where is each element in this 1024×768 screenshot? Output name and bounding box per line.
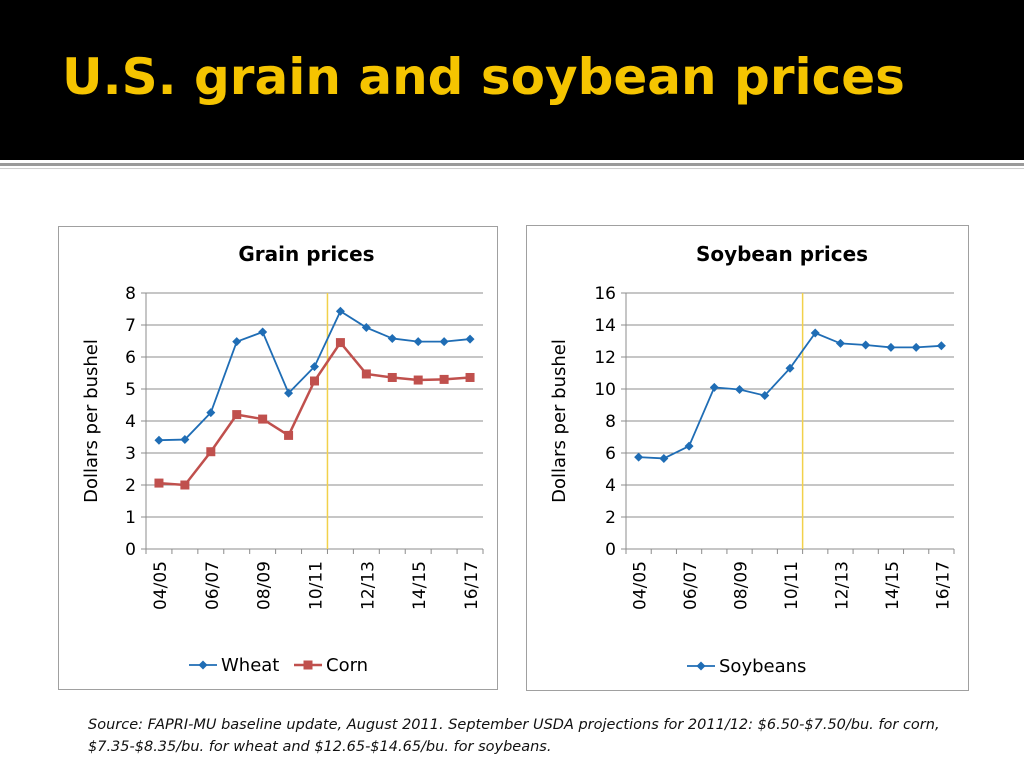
series-line-soybeans [638, 331, 942, 460]
legend-entry-soybeans: Soybeans [687, 656, 806, 677]
data-point-corn [284, 430, 294, 440]
data-point-wheat [206, 408, 216, 418]
data-point-soybeans [886, 342, 896, 352]
data-point-soybeans [735, 384, 745, 394]
data-point-corn [180, 480, 190, 490]
legend-entry-wheat: Wheat [189, 655, 279, 676]
data-point-soybeans [936, 341, 946, 351]
legend-marker [198, 660, 208, 670]
y-tick-label: 6 [605, 444, 616, 464]
data-point-corn [206, 447, 216, 457]
x-tick-label: 16/17 [462, 561, 482, 610]
data-point-soybeans [911, 342, 921, 352]
y-tick-label: 2 [125, 476, 136, 496]
divider-rule [0, 163, 1024, 166]
data-point-corn [439, 374, 449, 384]
x-tick-label: 04/05 [631, 561, 651, 610]
y-tick-label: 8 [605, 412, 616, 432]
data-point-wheat [335, 306, 345, 316]
legend-label: Wheat [221, 655, 279, 676]
y-tick-label: 4 [125, 412, 136, 432]
chart-title: Soybean prices [696, 242, 868, 266]
x-tick-label: 12/13 [832, 561, 852, 610]
data-point-soybeans [785, 363, 795, 373]
x-tick-label: 14/15 [410, 561, 430, 610]
y-tick-label: 5 [125, 380, 136, 400]
chart-title: Grain prices [238, 242, 374, 266]
data-point-soybeans [810, 328, 820, 338]
x-tick-label: 10/11 [782, 561, 802, 610]
legend-entry-corn: Corn [294, 655, 368, 676]
data-point-corn [465, 372, 475, 382]
x-tick-label: 06/07 [681, 561, 701, 610]
x-tick-label: 12/13 [358, 561, 378, 610]
legend-label: Soybeans [719, 656, 806, 677]
y-tick-label: 4 [605, 476, 616, 496]
data-point-corn [154, 478, 164, 488]
data-point-corn [335, 338, 345, 348]
data-point-wheat [387, 333, 397, 343]
data-point-wheat [154, 435, 164, 445]
data-point-soybeans [659, 453, 669, 463]
y-tick-label: 16 [594, 284, 616, 304]
y-axis-label: Dollars per bushel [549, 339, 570, 503]
data-point-soybeans [760, 391, 770, 401]
data-point-wheat [258, 327, 268, 337]
data-point-corn [310, 376, 319, 386]
soybean-prices-chart: Soybean prices 0 2 4 6 8 10 12 14 16 04/05 06/07 08/… [526, 225, 969, 691]
legend-label: Corn [326, 655, 368, 676]
chart-svg: Soybean prices 0 2 4 6 8 10 12 14 16 04/05 06/07 08/… [549, 242, 955, 677]
legend-marker [303, 660, 313, 670]
divider-rule-thin [0, 168, 1024, 169]
y-axis-label: Dollars per bushel [81, 339, 102, 503]
legend-marker [696, 661, 706, 671]
data-point-corn [361, 369, 371, 379]
data-point-corn [258, 414, 268, 424]
x-tick-label: 04/05 [151, 561, 171, 610]
y-tick-label: 0 [125, 540, 136, 560]
data-point-wheat [284, 388, 294, 398]
data-point-soybeans [709, 382, 719, 392]
y-tick-label: 7 [125, 316, 136, 336]
slide-title: U.S. grain and soybean prices [62, 48, 905, 106]
y-tick-label: 14 [594, 316, 616, 336]
data-point-wheat [232, 337, 242, 347]
y-tick-label: 10 [594, 380, 616, 400]
data-point-soybeans [684, 441, 694, 451]
x-tick-label: 14/15 [883, 561, 903, 610]
data-point-wheat [310, 362, 319, 372]
y-tick-label: 0 [605, 540, 616, 560]
chart-svg: Grain prices 0 1 2 3 4 5 6 7 8 04/05 06/07 08/09 10/1… [81, 242, 484, 676]
data-point-wheat [465, 334, 475, 344]
x-tick-label: 06/07 [203, 561, 223, 610]
y-tick-label: 1 [125, 508, 136, 528]
x-tick-label: 10/11 [307, 561, 327, 610]
data-point-wheat [180, 435, 190, 445]
x-tick-label: 16/17 [933, 561, 953, 610]
data-point-wheat [361, 323, 371, 333]
data-point-corn [413, 375, 423, 385]
source-note: Source: FAPRI-MU baseline update, August… [88, 717, 940, 755]
y-tick-label: 12 [594, 348, 616, 368]
y-tick-label: 2 [605, 508, 616, 528]
x-tick-label: 08/09 [732, 561, 752, 610]
data-point-corn [387, 372, 397, 382]
data-point-soybeans [861, 340, 871, 350]
grain-prices-chart: Grain prices 0 1 2 3 4 5 6 7 8 04/05 06/07 08/09 10/1… [58, 226, 498, 690]
y-tick-label: 3 [125, 444, 136, 464]
data-point-wheat [413, 337, 423, 347]
title-bar: U.S. grain and soybean prices [0, 0, 1024, 160]
data-point-soybeans [835, 338, 845, 348]
data-point-wheat [439, 337, 449, 347]
data-point-soybeans [634, 452, 644, 462]
y-tick-label: 8 [125, 284, 136, 304]
x-tick-label: 08/09 [255, 561, 275, 610]
data-point-corn [232, 410, 242, 420]
y-tick-label: 6 [125, 348, 136, 368]
